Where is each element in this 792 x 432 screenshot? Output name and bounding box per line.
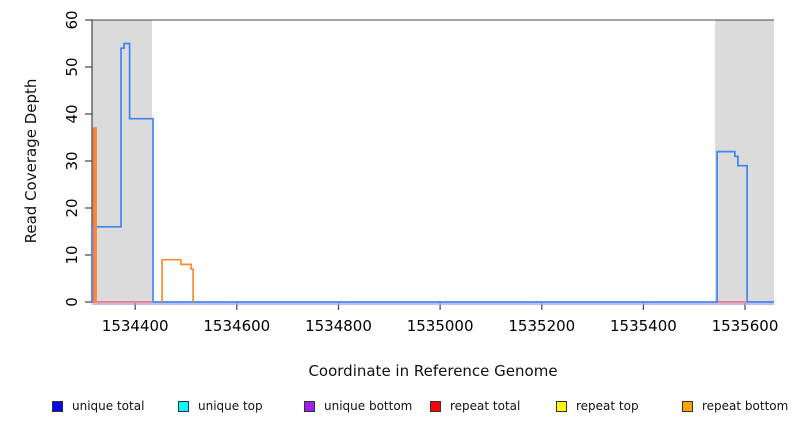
legend-item-unique-bottom: unique bottom <box>304 399 430 413</box>
legend-label: unique bottom <box>324 399 413 413</box>
y-tick-label: 40 <box>63 104 81 123</box>
series-line-unique-total <box>91 42 774 303</box>
legend-item-repeat-bottom: repeat bottom <box>682 399 792 413</box>
legend-label: unique total <box>72 399 145 413</box>
unique-top-swatch-icon <box>178 400 189 412</box>
unique-total-swatch-icon <box>52 400 63 412</box>
legend: unique total unique top unique bottom re… <box>52 397 792 415</box>
repeat-region-shade <box>715 20 774 302</box>
y-axis-label: Read Coverage Depth <box>22 78 40 244</box>
y-tick-label: 0 <box>63 297 81 307</box>
x-tick-label: 1535000 <box>407 317 474 335</box>
repeat-region-shade <box>92 20 152 302</box>
legend-label: unique top <box>198 399 263 413</box>
x-tick-label: 1534400 <box>102 317 169 335</box>
legend-item-unique-total: unique total <box>52 399 178 413</box>
series-line-repeat-bottom <box>161 258 194 302</box>
legend-item-repeat-top: repeat top <box>556 399 682 413</box>
x-tick-label: 1535600 <box>712 317 779 335</box>
legend-item-repeat-total: repeat total <box>430 399 556 413</box>
legend-label: repeat top <box>576 399 639 413</box>
repeat-bottom-swatch-icon <box>682 400 693 412</box>
legend-label: repeat bottom <box>702 399 789 413</box>
unique-bottom-swatch-icon <box>304 400 315 412</box>
legend-item-unique-top: unique top <box>178 399 304 413</box>
x-tick-label: 1534800 <box>305 317 372 335</box>
x-tick-label: 1534600 <box>203 317 270 335</box>
x-axis-label: Coordinate in Reference Genome <box>308 362 558 380</box>
y-tick-label: 60 <box>63 10 81 29</box>
repeat-top-swatch-icon <box>556 400 567 412</box>
series-line-repeat-bottom <box>93 127 97 302</box>
y-tick-label: 10 <box>63 245 81 264</box>
x-tick-label: 1535400 <box>610 317 677 335</box>
y-tick-label: 30 <box>63 151 81 170</box>
repeat-total-swatch-icon <box>430 400 441 412</box>
y-tick-label: 20 <box>63 198 81 217</box>
x-tick-label: 1535200 <box>508 317 575 335</box>
legend-label: repeat total <box>450 399 521 413</box>
y-tick-label: 50 <box>63 57 81 76</box>
